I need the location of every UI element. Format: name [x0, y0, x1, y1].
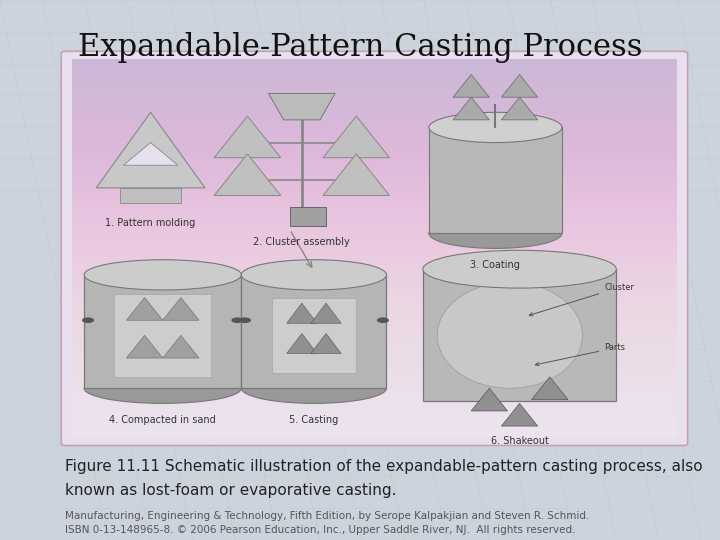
Bar	[241, 275, 387, 388]
Polygon shape	[163, 335, 199, 358]
Ellipse shape	[377, 318, 389, 323]
Polygon shape	[501, 75, 538, 97]
Polygon shape	[127, 298, 163, 320]
Text: Manufacturing, Engineering & Technology, Fifth Edition, by Serope Kalpakjian and: Manufacturing, Engineering & Technology,…	[65, 511, 589, 521]
Polygon shape	[287, 303, 317, 323]
Text: Cluster: Cluster	[529, 283, 634, 316]
Text: 4. Compacted in sand: 4. Compacted in sand	[109, 415, 216, 425]
Text: 1. Pattern molding: 1. Pattern molding	[106, 218, 196, 228]
Text: known as lost-foam or evaporative casting.: known as lost-foam or evaporative castin…	[65, 483, 396, 498]
Polygon shape	[453, 75, 490, 97]
Polygon shape	[453, 97, 490, 120]
Ellipse shape	[84, 260, 241, 290]
Polygon shape	[96, 112, 205, 188]
FancyBboxPatch shape	[61, 51, 688, 446]
Polygon shape	[127, 335, 163, 358]
Polygon shape	[323, 116, 390, 158]
Ellipse shape	[241, 260, 387, 290]
Polygon shape	[214, 116, 281, 158]
Ellipse shape	[429, 112, 562, 143]
Polygon shape	[501, 403, 538, 426]
Ellipse shape	[423, 251, 616, 288]
Ellipse shape	[437, 282, 582, 388]
Text: Parts: Parts	[536, 343, 625, 366]
Polygon shape	[323, 154, 390, 195]
Ellipse shape	[231, 318, 243, 323]
Polygon shape	[214, 154, 281, 195]
Polygon shape	[269, 93, 335, 120]
Bar	[114, 294, 211, 377]
Polygon shape	[163, 298, 199, 320]
Polygon shape	[531, 377, 568, 400]
Text: ISBN 0-13-148965-8. © 2006 Pearson Education, Inc., Upper Saddle River, NJ.  All: ISBN 0-13-148965-8. © 2006 Pearson Educa…	[65, 524, 575, 535]
Bar	[120, 188, 181, 203]
Polygon shape	[311, 333, 341, 354]
Ellipse shape	[429, 218, 562, 248]
Polygon shape	[311, 303, 341, 323]
Ellipse shape	[82, 318, 94, 323]
Polygon shape	[289, 207, 326, 226]
Polygon shape	[123, 143, 178, 165]
Bar	[84, 275, 241, 388]
Text: 5. Casting: 5. Casting	[289, 415, 338, 425]
Text: 2. Cluster assembly: 2. Cluster assembly	[253, 237, 350, 247]
Bar	[423, 269, 616, 402]
Polygon shape	[287, 333, 317, 354]
Ellipse shape	[241, 373, 387, 403]
Bar	[271, 298, 356, 373]
Polygon shape	[471, 388, 508, 411]
Ellipse shape	[239, 318, 251, 323]
Polygon shape	[501, 97, 538, 120]
Text: 3. Coating: 3. Coating	[470, 260, 521, 270]
Bar	[429, 127, 562, 233]
Text: Expandable-Pattern Casting Process: Expandable-Pattern Casting Process	[78, 32, 642, 63]
Text: 6. Shakeout: 6. Shakeout	[490, 435, 549, 445]
Ellipse shape	[84, 373, 241, 403]
Text: Figure 11.11 Schematic illustration of the expandable-pattern casting process, a: Figure 11.11 Schematic illustration of t…	[65, 459, 703, 474]
